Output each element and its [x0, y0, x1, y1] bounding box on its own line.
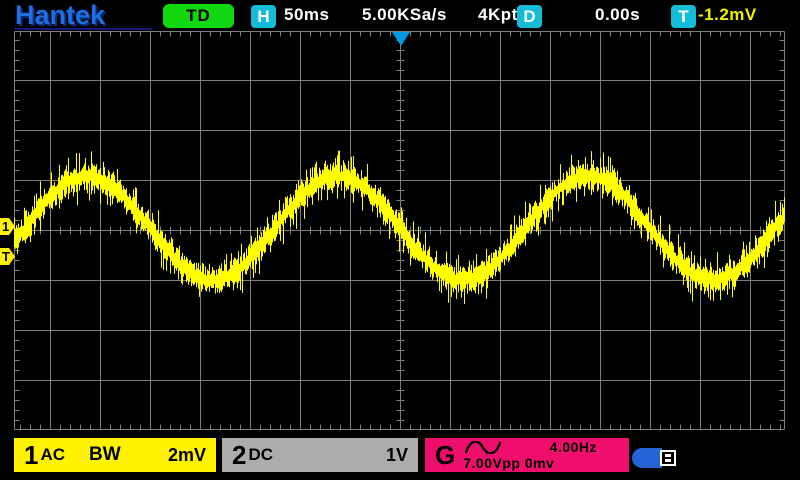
channel1-number: 1 — [24, 440, 39, 470]
trigger-level-value: -1.2mV — [698, 5, 757, 24]
channel2-number: 2 — [232, 440, 247, 470]
channel1-status-box[interactable]: 1 AC BW 2mV — [14, 438, 216, 472]
usb-pin — [665, 454, 671, 457]
usb-connector — [660, 450, 676, 466]
generator-label: G — [435, 440, 456, 470]
channel1-bandwidth-limit: BW — [89, 444, 121, 465]
usb-body — [632, 448, 662, 468]
generator-amplitude-offset: 7.00Vpp 0mv — [463, 454, 555, 471]
usb-device-icon — [632, 448, 678, 468]
delay-badge-icon[interactable]: D — [517, 5, 542, 28]
ch1-zero-level-marker[interactable]: 1 — [0, 218, 15, 235]
trigger-status-indicator[interactable]: TD — [163, 4, 234, 28]
channel2-volts-per-div: 1V — [385, 444, 408, 465]
sample-rate-value: 5.00KSa/s — [362, 5, 447, 24]
top-status-bar: Hantek TD H 50ms 5.00KSa/s 4Kpt D 0.00s … — [0, 0, 800, 31]
horizontal-badge-icon[interactable]: H — [251, 5, 276, 28]
usb-pin — [665, 459, 671, 462]
horizontal-offset-value: 0.00s — [595, 5, 641, 24]
trigger-badge-icon[interactable]: T — [671, 5, 696, 28]
memory-depth-value: 4Kpt — [478, 5, 518, 24]
sine-wave-icon — [465, 440, 502, 454]
channel2-coupling: DC — [248, 445, 274, 464]
channel2-status-box[interactable]: 2 DC 1V — [222, 438, 418, 472]
ch1-waveform — [14, 150, 785, 305]
generator-status-box[interactable]: G 4.00Hz 7.00Vpp 0mv — [425, 438, 629, 472]
generator-frequency: 4.00Hz — [549, 439, 597, 455]
trigger-level-marker[interactable]: T — [0, 248, 15, 265]
logo-underline — [14, 28, 152, 30]
channel1-volts-per-div: 2mV — [167, 444, 206, 465]
timebase-value: 50ms — [284, 5, 330, 24]
channel1-coupling: AC — [40, 445, 66, 464]
hantek-logo: Hantek — [15, 0, 106, 30]
